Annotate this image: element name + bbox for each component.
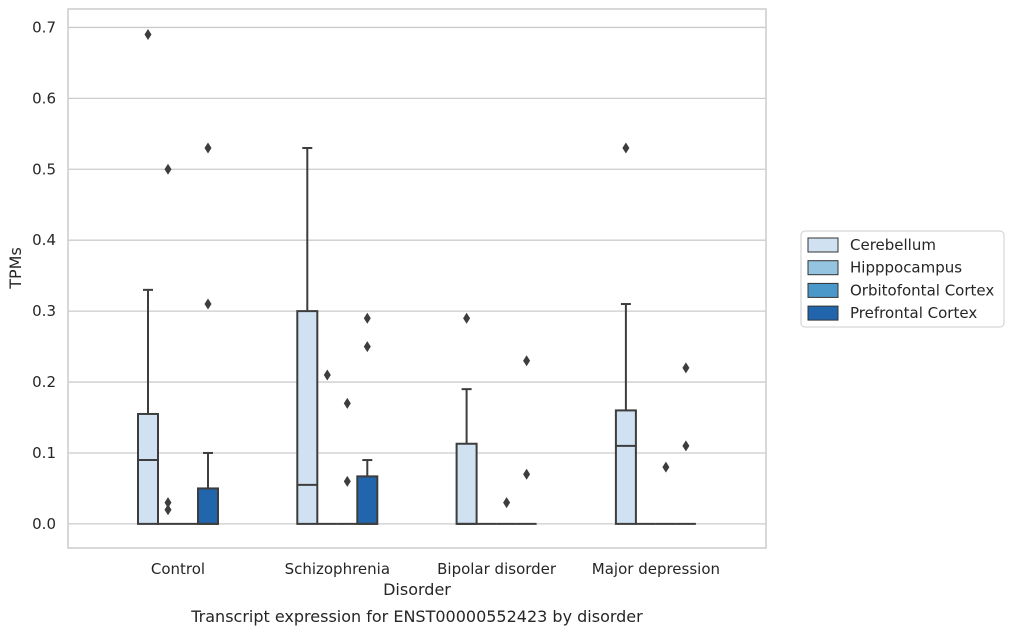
series-prefrontal-cortex — [197, 142, 696, 525]
y-tick-label: 0.4 — [32, 231, 56, 249]
y-tick-label: 0.3 — [32, 302, 56, 320]
box — [356, 475, 379, 525]
legend-entry-label: Prefrontal Cortex — [850, 304, 977, 322]
legend-swatch — [807, 282, 839, 298]
outlier-point — [164, 497, 172, 509]
y-tick-label: 0.6 — [32, 89, 56, 107]
x-tick-label: Bipolar disorder — [437, 560, 557, 578]
outlier-point — [503, 497, 511, 509]
y-axis-label: TPMs — [6, 247, 25, 290]
x-tick-label: Schizophrenia — [285, 560, 390, 578]
x-tick-label: Major depression — [592, 560, 720, 578]
outlier-point — [164, 504, 172, 516]
y-tick-label: 0.7 — [32, 18, 56, 36]
box — [455, 442, 478, 525]
series-orbitofontal-cortex — [178, 397, 676, 525]
legend-entry-label: Hipppocampus — [850, 259, 962, 277]
outlier-point — [682, 362, 690, 374]
outlier-point — [363, 312, 371, 324]
outlier-point — [164, 163, 172, 175]
y-tick-label: 0.0 — [32, 515, 56, 533]
series-hipppocampus — [158, 163, 656, 525]
y-axis-ticks: 0.0 0.1 0.2 0.3 0.4 0.5 0.6 0.7 — [32, 18, 56, 532]
legend-swatch — [807, 260, 839, 276]
box — [137, 412, 159, 525]
x-axis-label: Disorder — [383, 580, 451, 599]
outlier-point — [343, 397, 351, 409]
legend-entry-label: Cerebellum — [850, 236, 936, 254]
plot-area-frame — [67, 8, 767, 549]
outlier-point — [363, 341, 371, 353]
outlier-point — [523, 468, 531, 480]
outlier-point — [204, 298, 212, 310]
y-tick-label: 0.5 — [32, 160, 56, 178]
outlier-point — [204, 142, 212, 154]
x-tick-label: Control — [151, 560, 205, 578]
outlier-point — [144, 29, 152, 41]
outlier-point — [622, 142, 630, 154]
legend: Cerebellum Hipppocampus Orbitofontal Corte… — [800, 230, 1005, 328]
box — [197, 487, 219, 525]
series-cerebellum — [137, 29, 637, 525]
y-tick-label: 0.2 — [32, 373, 56, 391]
y-tick-label: 0.1 — [32, 444, 56, 462]
outlier-point — [662, 461, 670, 473]
outlier-point — [343, 475, 351, 487]
gridlines — [68, 26, 766, 525]
outlier-point — [323, 369, 331, 381]
legend-swatch — [807, 237, 839, 253]
legend-swatch — [807, 305, 839, 321]
legend-entry-label: Orbitofontal Cortex — [850, 281, 994, 299]
box — [296, 310, 319, 525]
legend-frame — [800, 230, 1005, 328]
outlier-point — [463, 312, 471, 324]
x-axis-ticks: Control Schizophrenia Bipolar disorder Majo… — [151, 560, 720, 578]
box — [614, 409, 637, 525]
chart-caption: Transcript expression for ENST0000055242… — [190, 607, 643, 626]
box-series — [137, 29, 696, 525]
outlier-point — [682, 440, 690, 452]
outlier-point — [523, 355, 531, 367]
